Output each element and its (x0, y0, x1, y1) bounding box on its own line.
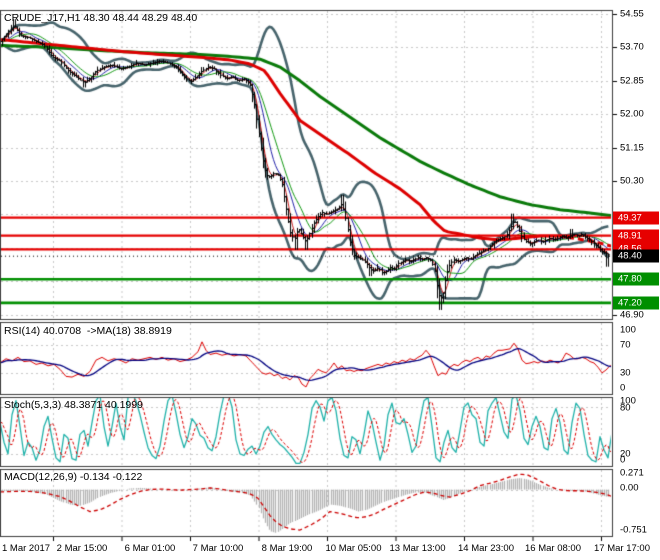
chart-canvas[interactable] (0, 0, 660, 560)
trading-chart-window: CRUDE_J17,H1 48.30 48.44 48.29 48.40 RSI… (0, 0, 660, 560)
